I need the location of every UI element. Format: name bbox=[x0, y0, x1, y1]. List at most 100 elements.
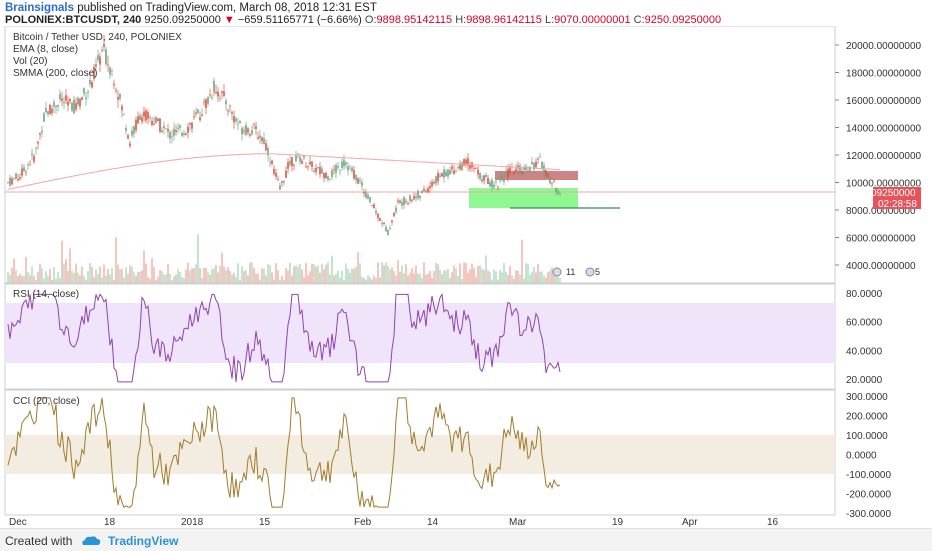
volume-bar bbox=[9, 274, 11, 283]
candle-body bbox=[373, 204, 375, 209]
candle-body bbox=[507, 168, 509, 178]
candle-body bbox=[41, 130, 43, 133]
candle-body bbox=[263, 138, 265, 145]
rsi-pane[interactable]: RSI (14, close) bbox=[4, 283, 836, 390]
volume-bar bbox=[175, 274, 177, 283]
rsi-axis[interactable]: 80.0000 60.0000 40.0000 20.0000 bbox=[846, 289, 883, 386]
candle-body bbox=[63, 101, 65, 104]
time-tick-label: 14 bbox=[427, 517, 439, 528]
candle-body bbox=[213, 80, 215, 93]
candle-body bbox=[73, 99, 75, 114]
event-markers[interactable]: 11 5 bbox=[552, 267, 600, 277]
price-pane[interactable]: Bitcoin / Tether USD, 240, POLONIEX EMA … bbox=[4, 26, 836, 284]
volume-bar bbox=[403, 273, 405, 283]
down-arrow-icon: ▼ bbox=[223, 14, 235, 26]
candle-body bbox=[257, 137, 259, 139]
volume-bar bbox=[541, 271, 543, 283]
candle-body bbox=[167, 129, 169, 132]
candle-body bbox=[469, 165, 471, 169]
volume-bar bbox=[203, 267, 205, 283]
publisher-name[interactable]: Brainsignals bbox=[5, 2, 75, 14]
candle-body bbox=[21, 168, 23, 176]
volume-bar bbox=[215, 265, 217, 283]
volume-bar bbox=[289, 262, 291, 283]
volume-bar bbox=[281, 275, 283, 283]
volume-bar bbox=[131, 266, 133, 283]
price-tag: 9250.09250000 bbox=[846, 188, 916, 199]
high-label: H: bbox=[455, 14, 467, 26]
time-axis[interactable]: Dec 18 2018 15 Feb 14 Mar 19 Apr 16 bbox=[9, 517, 779, 528]
volume-bar bbox=[537, 263, 539, 283]
candle-body bbox=[557, 190, 559, 195]
volume-bar bbox=[417, 273, 419, 283]
candle-body bbox=[183, 133, 185, 135]
candle-body bbox=[29, 164, 31, 166]
price-tick-label: 6000.00000000 bbox=[846, 234, 916, 245]
candle-body bbox=[155, 116, 157, 123]
candle-body bbox=[215, 92, 217, 94]
volume-bar bbox=[443, 270, 445, 283]
candle-body bbox=[315, 167, 317, 172]
candle-body bbox=[339, 169, 341, 171]
volume-bar bbox=[121, 269, 123, 283]
volume-bar bbox=[77, 272, 79, 283]
tradingview-link[interactable]: TradingView bbox=[108, 534, 179, 548]
ohlc-line: POLONIEX:BTCUSDT, 240 9250.09250000 ▼ −6… bbox=[5, 14, 721, 26]
candle-body bbox=[223, 91, 225, 96]
volume-bar bbox=[295, 265, 297, 283]
volume-bar bbox=[97, 273, 99, 283]
volume-bar bbox=[401, 265, 403, 283]
candle-body bbox=[217, 91, 219, 97]
price-tick-label: 14000.00000000 bbox=[846, 124, 922, 135]
candle-body bbox=[265, 143, 267, 151]
volume-bar bbox=[243, 271, 245, 283]
volume-bar bbox=[221, 252, 223, 283]
volume-bar bbox=[441, 274, 443, 283]
volume-bar bbox=[317, 265, 319, 283]
candle-body bbox=[75, 103, 77, 110]
volume-bar bbox=[499, 269, 501, 283]
candle-body bbox=[509, 167, 511, 173]
candle-body bbox=[551, 183, 553, 185]
volume-bar bbox=[255, 273, 257, 283]
candle-body bbox=[245, 125, 247, 135]
volume-bar bbox=[263, 268, 265, 283]
time-tick-label: Apr bbox=[682, 517, 698, 528]
candle-body bbox=[387, 229, 389, 236]
candle-body bbox=[449, 169, 451, 175]
candle-body bbox=[549, 177, 551, 184]
volume-bar bbox=[45, 271, 47, 283]
price-tick-label: 18000.00000000 bbox=[846, 69, 922, 80]
candle-body bbox=[35, 148, 37, 149]
volume-bar bbox=[247, 275, 249, 283]
candle-body bbox=[303, 156, 305, 158]
candle-body bbox=[149, 117, 151, 118]
candle-body bbox=[319, 166, 321, 175]
volume-bar bbox=[29, 275, 31, 283]
cci-axis[interactable]: 300.0000 200.0000 100.0000 0.0000 -100.0000 -… bbox=[846, 392, 891, 520]
volume-bar bbox=[65, 259, 67, 283]
candle-body bbox=[121, 106, 123, 111]
time-tick-label: 19 bbox=[612, 517, 624, 528]
rsi-tick-label: 20.0000 bbox=[846, 375, 883, 386]
volume-bar bbox=[37, 271, 39, 283]
volume-bar bbox=[495, 271, 497, 283]
price-axis[interactable]: 20000.00000000 18000.00000000 16000.000000… bbox=[835, 41, 922, 272]
candle-body bbox=[461, 162, 463, 171]
candle-body bbox=[143, 111, 145, 117]
candle-body bbox=[283, 181, 285, 183]
cci-pane[interactable]: CCI (20, close) bbox=[4, 389, 836, 516]
candle-body bbox=[485, 174, 487, 178]
chart-canvas[interactable]: Bitcoin / Tether USD, 240, POLONIEX EMA … bbox=[0, 26, 932, 528]
candle-body bbox=[7, 181, 9, 183]
cci-tick-label: -200.0000 bbox=[846, 490, 891, 501]
volume-bar bbox=[413, 273, 415, 283]
candle-body bbox=[491, 180, 493, 188]
candle-body bbox=[343, 159, 345, 167]
low-value: 9070.00000001 bbox=[554, 14, 631, 26]
volume-bar bbox=[69, 248, 71, 283]
cci-tick-label: 300.0000 bbox=[846, 392, 888, 403]
candle-body bbox=[445, 171, 447, 177]
volume-bar bbox=[27, 271, 29, 283]
volume-bar bbox=[435, 262, 437, 283]
